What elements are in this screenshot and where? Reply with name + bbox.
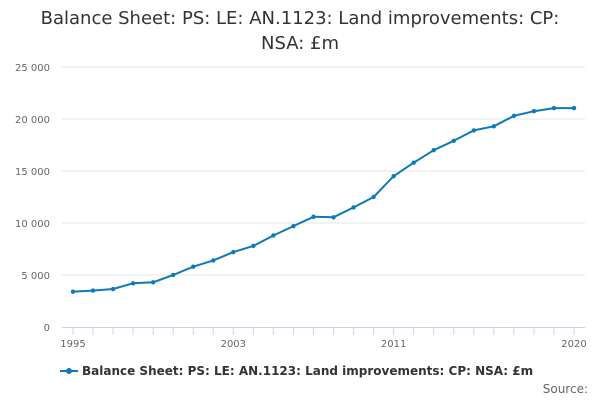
x-tick-label: 2011 bbox=[381, 339, 406, 350]
data-point bbox=[391, 174, 396, 179]
data-point bbox=[371, 194, 376, 200]
data-point bbox=[191, 264, 196, 269]
data-point bbox=[571, 105, 577, 111]
data-point bbox=[311, 214, 316, 219]
y-tick-label: 25 000 bbox=[15, 63, 50, 74]
x-tick-label: 2003 bbox=[221, 339, 246, 350]
legend-label: Balance Sheet: PS: LE: AN.1123: Land imp… bbox=[82, 364, 534, 378]
chart-title: Balance Sheet: PS: LE: AN.1123: Land imp… bbox=[40, 8, 560, 54]
data-point bbox=[271, 233, 276, 238]
series-line bbox=[72, 107, 574, 293]
data-point bbox=[431, 148, 436, 153]
data-point bbox=[291, 223, 296, 229]
legend-line-marker-icon bbox=[60, 366, 78, 376]
data-point bbox=[171, 272, 176, 278]
y-tick-label: 20 000 bbox=[15, 115, 50, 126]
legend[interactable]: Balance Sheet: PS: LE: AN.1123: Land imp… bbox=[60, 364, 533, 378]
y-tick-label: 15 000 bbox=[15, 167, 50, 178]
x-tick-label: 1995 bbox=[60, 339, 85, 350]
data-point bbox=[150, 280, 156, 285]
data-point bbox=[70, 289, 76, 294]
data-point bbox=[471, 128, 476, 133]
data-point bbox=[211, 258, 216, 263]
y-tick-label: 0 bbox=[44, 323, 50, 334]
data-point bbox=[491, 124, 497, 129]
data-point bbox=[551, 105, 557, 111]
data-point bbox=[331, 215, 336, 220]
data-point bbox=[251, 243, 256, 249]
source-label: Source: bbox=[542, 382, 588, 396]
data-point bbox=[351, 205, 356, 210]
data-point bbox=[451, 138, 456, 144]
data-point bbox=[511, 113, 517, 119]
data-point bbox=[531, 109, 537, 114]
data-point bbox=[130, 281, 136, 286]
x-tick-label: 2020 bbox=[561, 339, 586, 350]
data-point bbox=[231, 249, 236, 255]
data-point bbox=[411, 160, 416, 165]
y-tick-label: 5 000 bbox=[21, 271, 50, 282]
data-point bbox=[110, 286, 116, 292]
data-point bbox=[90, 288, 96, 293]
y-tick-label: 10 000 bbox=[15, 219, 50, 230]
